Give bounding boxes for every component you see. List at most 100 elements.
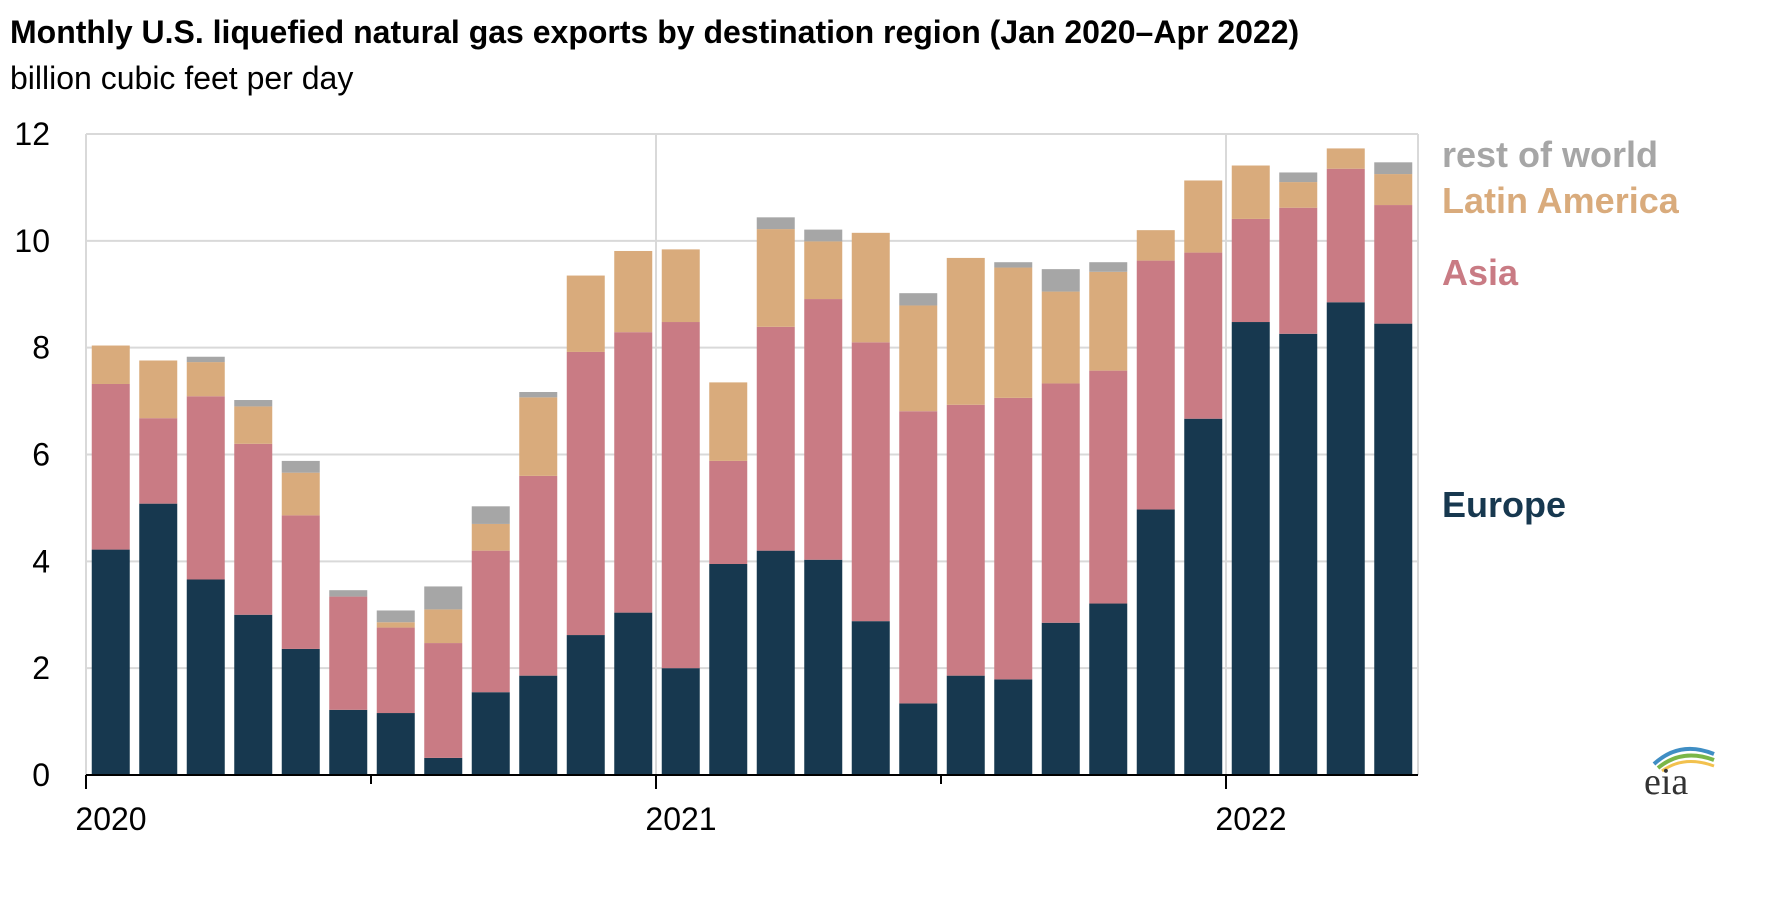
- bar-asia: [994, 397, 1033, 680]
- legend-latin-america: Latin America: [1442, 180, 1680, 221]
- bar-asia: [1184, 252, 1223, 419]
- bar-latin-america: [994, 267, 1033, 398]
- bar-latin-america: [1326, 148, 1365, 169]
- bar-rest-of-world: [1041, 269, 1080, 292]
- bar-rest-of-world: [281, 460, 320, 473]
- bar-rest-of-world: [424, 586, 463, 610]
- bar-latin-america: [1041, 291, 1080, 384]
- bar-asia: [1374, 205, 1413, 324]
- bar-europe: [899, 703, 938, 775]
- bar-latin-america: [899, 305, 938, 412]
- bar-latin-america: [1184, 180, 1223, 253]
- bar-asia: [1089, 370, 1128, 604]
- bar-rest-of-world: [1279, 172, 1318, 183]
- bar-asia: [709, 460, 748, 565]
- bar-latin-america: [281, 472, 320, 516]
- axes: 0 2 4 6 8 10 12 2020 2021 2022: [14, 116, 1418, 837]
- y-tick-label: 6: [32, 437, 50, 473]
- bar-asia: [281, 515, 320, 649]
- bar-asia: [139, 418, 178, 504]
- bar-europe: [519, 675, 558, 775]
- chart-title: Monthly U.S. liquefied natural gas expor…: [10, 14, 1300, 50]
- bar-europe: [709, 564, 748, 775]
- bar-europe: [1136, 509, 1175, 775]
- bar-europe: [804, 559, 843, 775]
- bar-rest-of-world: [471, 506, 510, 524]
- bar-asia: [1326, 168, 1365, 303]
- bar-europe: [756, 550, 795, 775]
- chart-subtitle: billion cubic feet per day: [10, 60, 354, 96]
- bar-latin-america: [566, 275, 605, 352]
- bar-latin-america: [186, 362, 225, 397]
- bar-latin-america: [756, 229, 795, 327]
- bar-latin-america: [139, 360, 178, 419]
- bar-europe: [661, 668, 700, 775]
- bar-asia: [424, 643, 463, 758]
- bar-europe: [1326, 302, 1365, 775]
- bar-latin-america: [851, 232, 890, 343]
- eia-logo-icon: eia: [1644, 746, 1715, 798]
- bar-latin-america: [376, 622, 415, 628]
- bar-europe: [1279, 333, 1318, 775]
- bar-europe: [994, 679, 1033, 775]
- bar-asia: [329, 596, 368, 710]
- bar-rest-of-world: [1374, 162, 1413, 175]
- bar-asia: [1041, 383, 1080, 623]
- x-tick-label: 2020: [75, 801, 146, 837]
- bar-rest-of-world: [329, 590, 368, 597]
- bar-asia: [1279, 207, 1318, 334]
- bar-rest-of-world: [756, 217, 795, 230]
- bar-latin-america: [1231, 165, 1270, 219]
- bar-asia: [566, 351, 605, 636]
- bar-europe: [186, 579, 225, 775]
- bar-europe: [471, 692, 510, 775]
- eia-logo-text: eia: [1644, 761, 1688, 798]
- bar-europe: [946, 675, 985, 775]
- bar-asia: [471, 550, 510, 693]
- bar-asia: [376, 627, 415, 714]
- bar-europe: [91, 549, 130, 775]
- bar-europe: [614, 612, 653, 775]
- bar-rest-of-world: [186, 356, 225, 363]
- y-tick-label: 2: [32, 650, 50, 686]
- bar-europe: [566, 635, 605, 775]
- y-tick-label: 12: [14, 116, 50, 152]
- bar-rest-of-world: [994, 262, 1033, 268]
- bar-europe: [234, 614, 273, 775]
- bar-asia: [614, 332, 653, 613]
- legend: Europe Asia Latin America rest of world: [1442, 134, 1680, 525]
- bar-latin-america: [804, 241, 843, 300]
- bar-latin-america: [91, 345, 130, 384]
- bar-latin-america: [1374, 174, 1413, 206]
- bar-asia: [519, 475, 558, 676]
- bar-latin-america: [424, 609, 463, 644]
- bar-rest-of-world: [804, 229, 843, 242]
- bar-latin-america: [661, 249, 700, 323]
- bar-asia: [756, 326, 795, 551]
- bars: [91, 148, 1413, 775]
- bar-europe: [376, 713, 415, 775]
- bar-asia: [851, 342, 890, 622]
- bar-asia: [234, 443, 273, 615]
- bar-asia: [1231, 218, 1270, 323]
- bar-latin-america: [471, 523, 510, 551]
- bar-rest-of-world: [1089, 262, 1128, 272]
- bar-europe: [851, 621, 890, 775]
- bar-europe: [1089, 603, 1128, 775]
- bar-rest-of-world: [234, 400, 273, 407]
- bar-europe: [424, 757, 463, 775]
- x-tick-label: 2021: [645, 801, 716, 837]
- bar-latin-america: [1279, 182, 1318, 208]
- bar-asia: [899, 411, 938, 704]
- bar-asia: [91, 383, 130, 550]
- bar-europe: [1184, 418, 1223, 775]
- bar-latin-america: [1089, 271, 1128, 371]
- bar-europe: [1041, 622, 1080, 775]
- bar-europe: [1374, 323, 1413, 775]
- y-tick-label: 10: [14, 223, 50, 259]
- bar-rest-of-world: [899, 293, 938, 306]
- bar-rest-of-world: [376, 610, 415, 623]
- bar-latin-america: [709, 382, 748, 461]
- bar-europe: [1231, 322, 1270, 775]
